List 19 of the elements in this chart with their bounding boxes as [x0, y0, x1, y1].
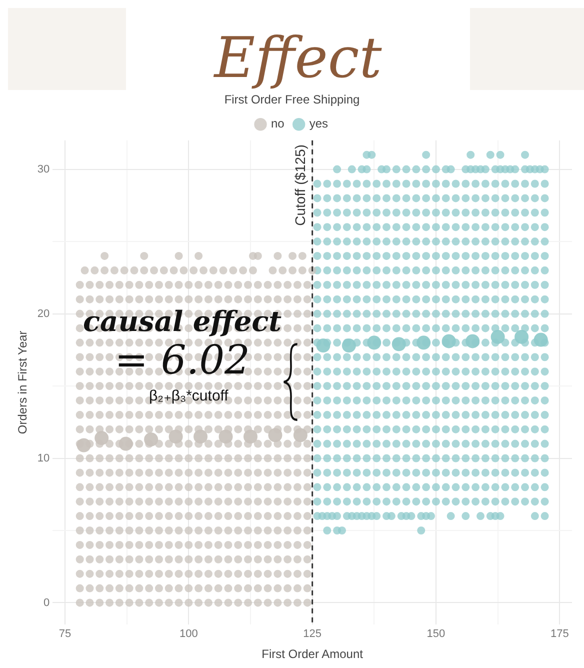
x-tick-label: 125 — [303, 628, 322, 640]
chart-title: Effect — [214, 26, 382, 90]
annotation: = 6.02 — [114, 337, 250, 384]
y-tick-label: 30 — [37, 163, 50, 176]
legend-label: no — [270, 116, 285, 131]
annotation: β₂₊β₃*cutoff — [148, 387, 230, 404]
y-axis-title: Orders in First Year — [16, 330, 30, 434]
legend-title: First Order Free Shipping — [224, 92, 360, 106]
annotation: causal effect — [83, 305, 282, 338]
x-tick-label: 100 — [179, 628, 198, 640]
x-axis-title: First Order Amount — [262, 647, 364, 662]
y-tick-label: 0 — [44, 596, 50, 609]
ref-line-label: Cutoff ($125) — [292, 144, 308, 226]
legend-label: yes — [309, 116, 328, 131]
x-tick-label: 75 — [58, 628, 72, 640]
x-tick-label: 175 — [550, 628, 569, 640]
y-tick-label: 10 — [37, 452, 50, 464]
x-tick-label: 150 — [426, 628, 446, 640]
y-tick-label: 20 — [37, 308, 50, 320]
